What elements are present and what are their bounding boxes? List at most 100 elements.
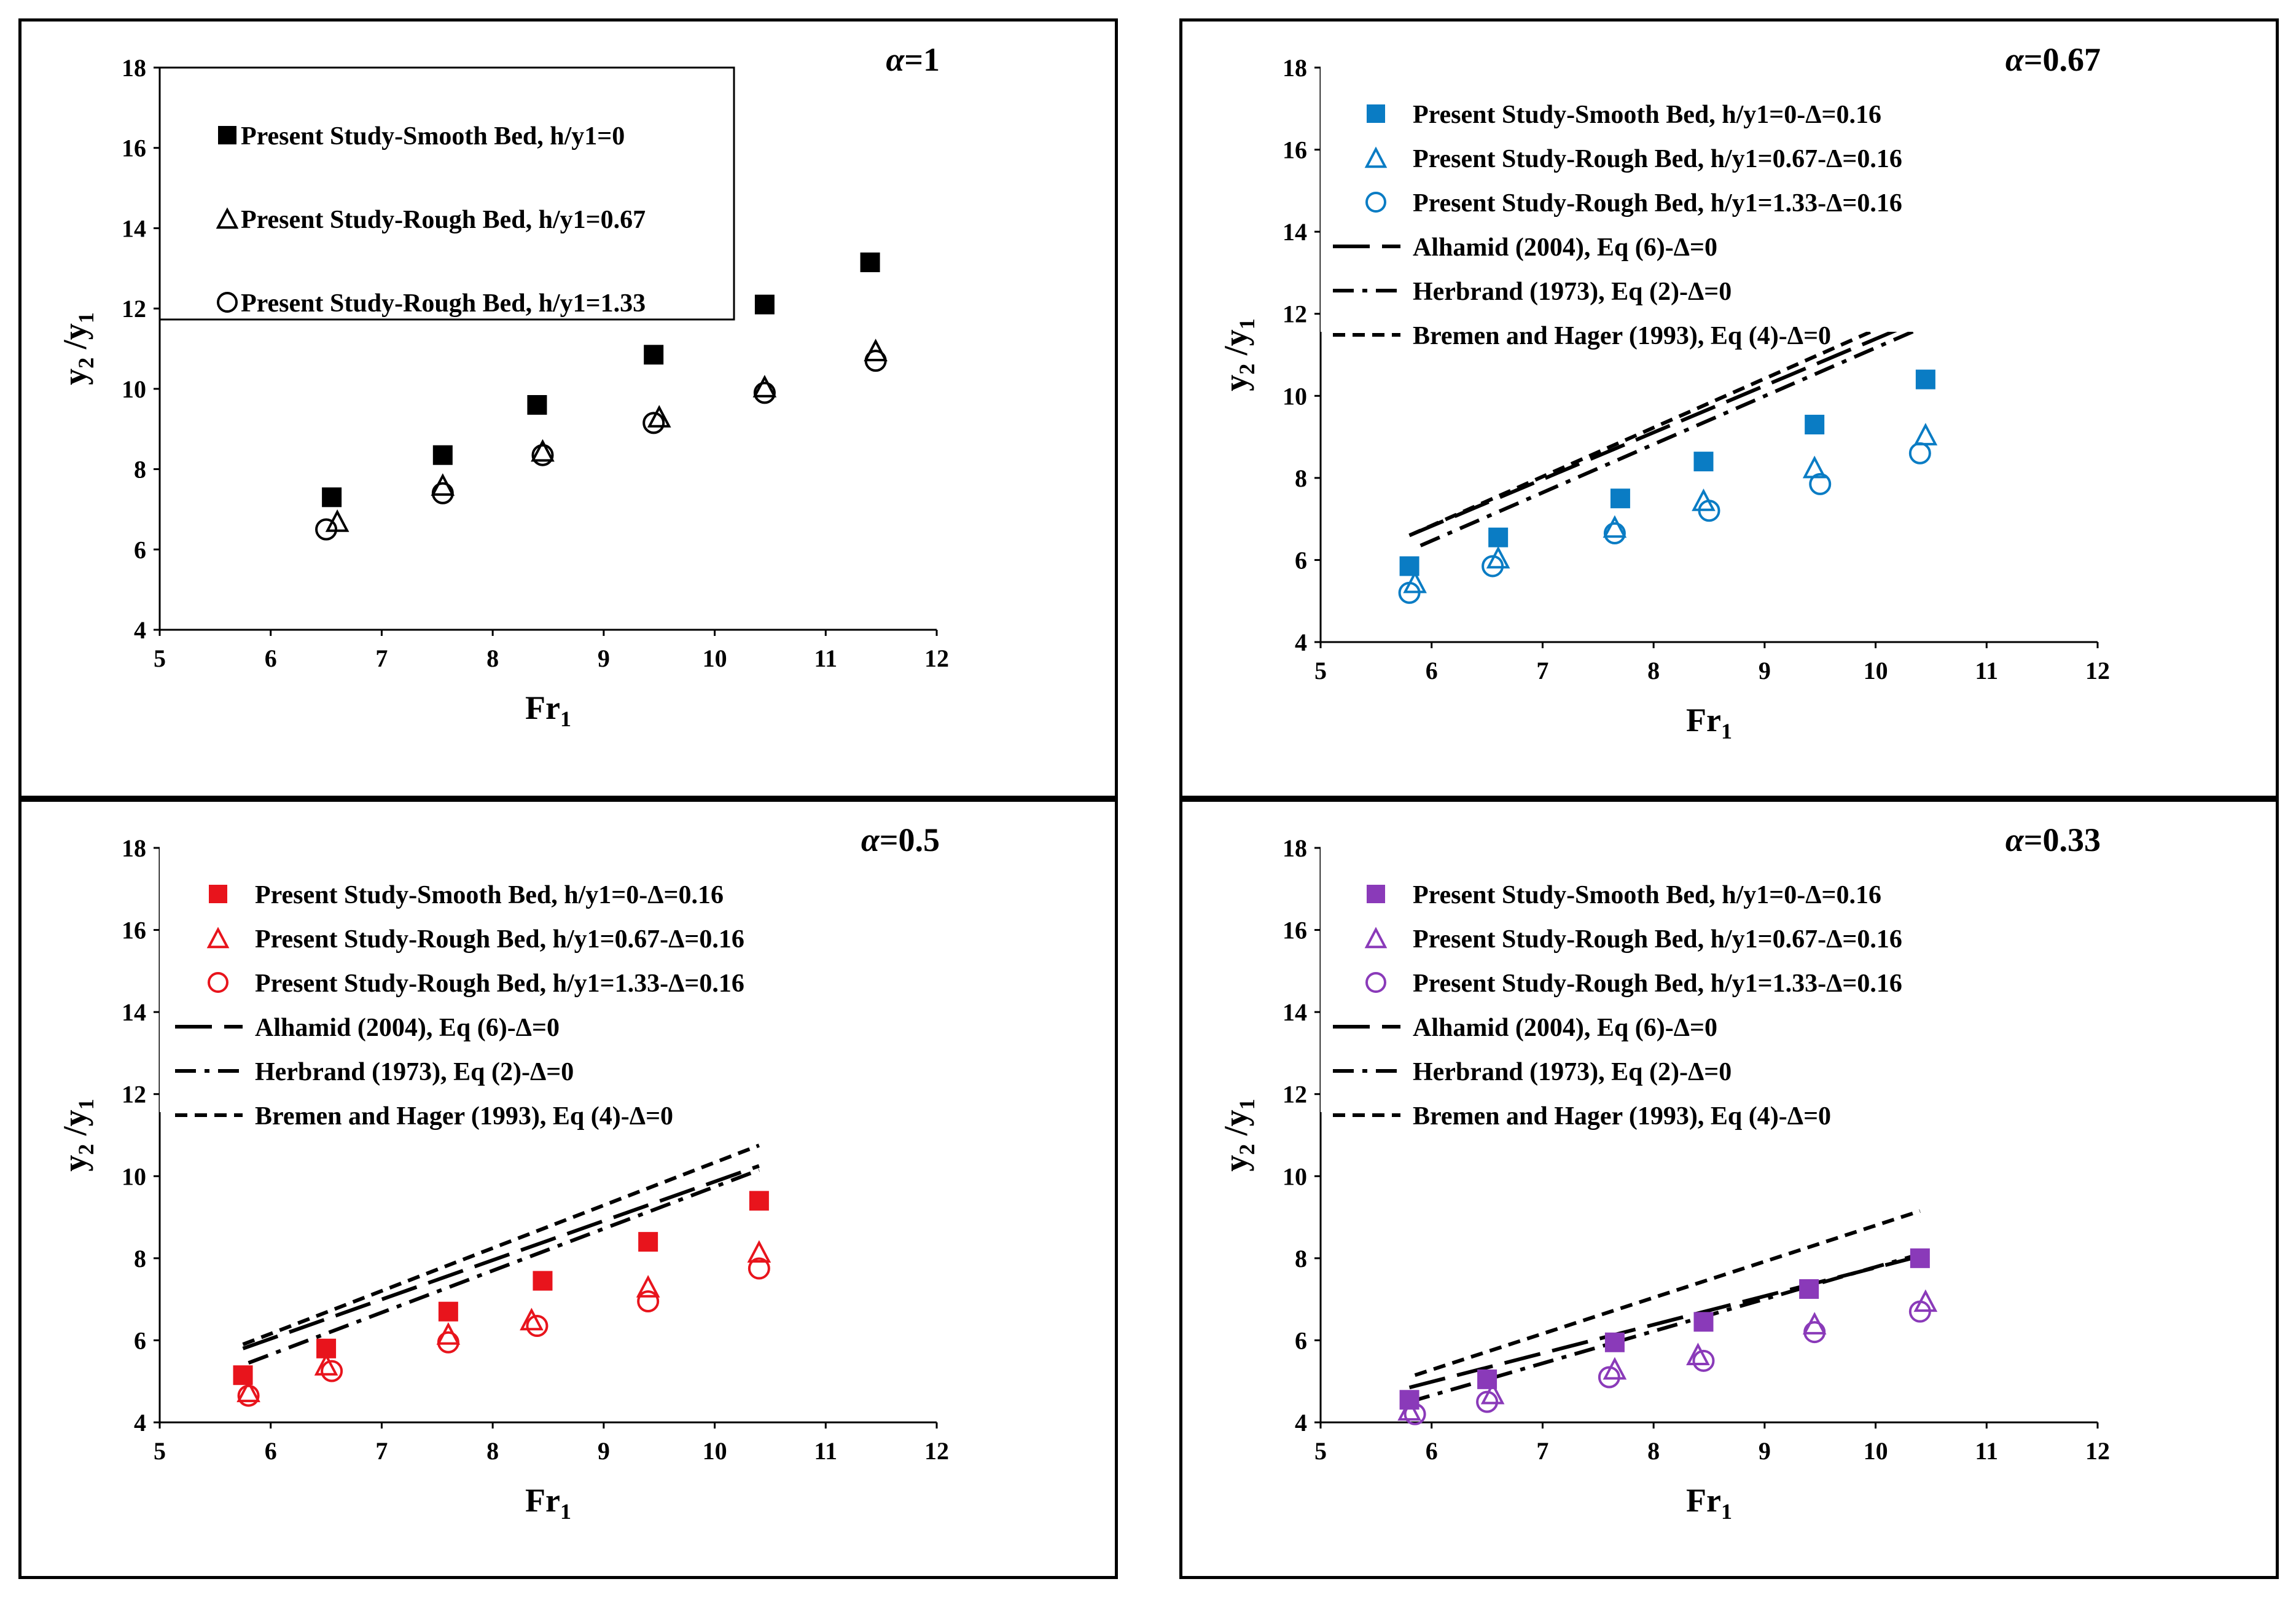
x-tick-label: 9 <box>1759 1437 1771 1465</box>
data-point-square <box>1910 1248 1930 1268</box>
x-tick-label: 7 <box>375 1437 388 1465</box>
legend-symbol-triangle <box>1364 927 1388 949</box>
y-tick-label: 10 <box>122 1162 146 1190</box>
y-tick-label: 18 <box>122 54 146 82</box>
x-axis-title: Fr1 <box>525 689 571 731</box>
x-tick-label: 9 <box>598 645 610 672</box>
legend-label: Present Study-Smooth Bed, h/y1=0-Δ=0.16 <box>1413 881 1881 909</box>
x-tick-label: 8 <box>486 1437 499 1465</box>
y-tick-label: 10 <box>1283 382 1307 410</box>
legend-label: Alhamid (2004), Eq (6)-Δ=0 <box>1413 233 1717 262</box>
y-tick-label: 8 <box>134 456 146 484</box>
series-line-long-dash <box>1408 1254 1921 1390</box>
data-point-triangle <box>752 375 777 398</box>
data-point-circle <box>1698 500 1720 522</box>
legend-label: Herbrand (1973), Eq (2)-Δ=0 <box>1413 1058 1732 1086</box>
legend-label: Present Study-Smooth Bed, h/y1=0-Δ=0.16 <box>255 881 724 909</box>
x-tick-label: 5 <box>1314 1437 1327 1465</box>
series-line-short-dash <box>1414 1209 1921 1378</box>
x-tick-label: 9 <box>1759 657 1771 684</box>
legend-label: Bremen and Hager (1993), Eq (4)-Δ=0 <box>1413 322 1831 350</box>
chart-panel-alpha-05: 4 6 8 10 12 14 16 18 5 6 7 8 9 10 11 12 Fr1 y2 /y1 α=0.5 Pr… <box>18 799 1118 1579</box>
data-point-triangle <box>1480 1381 1505 1405</box>
y-tick-label: 10 <box>122 375 146 403</box>
y-tick-label: 4 <box>1295 1409 1307 1437</box>
data-point-square <box>322 487 342 508</box>
data-point-circle <box>1692 1349 1715 1372</box>
series-triangle <box>1403 423 1938 594</box>
data-point-square <box>1693 1312 1714 1332</box>
x-tick-label: 11 <box>1975 1437 1998 1465</box>
legend-label: Herbrand (1973), Eq (2)-Δ=0 <box>255 1058 574 1086</box>
x-tick-label: 10 <box>1864 657 1888 684</box>
legend: Present Study-Smooth Bed, h/y1=0 Present … <box>158 66 735 321</box>
series-circle <box>1398 442 1931 604</box>
data-point-triangle <box>314 1353 338 1376</box>
legend-symbol-circle <box>217 292 238 313</box>
x-tick-label: 11 <box>814 645 837 672</box>
series-square <box>1399 369 1935 576</box>
legend-label: Alhamid (2004), Eq (6)-Δ=0 <box>255 1014 560 1042</box>
data-point-circle <box>1398 581 1421 604</box>
legend-label: Present Study-Rough Bed, h/y1=1.33-Δ=0.1… <box>255 970 744 998</box>
alpha-annotation: α=0.67 <box>2005 41 2101 78</box>
data-point-triangle <box>864 339 888 361</box>
x-tick-label: 6 <box>265 1437 277 1465</box>
data-point-square <box>754 294 775 315</box>
y-tick-label: 16 <box>1283 917 1307 944</box>
series-line-dash-dot <box>1419 324 1927 547</box>
legend-symbol-square <box>1367 885 1385 903</box>
chart-svg-alpha-1: 4 6 8 10 12 14 16 18 5 6 7 8 9 10 11 12 Fr1 y2 /y1 α=1 Pres… <box>57 41 949 731</box>
y-axis-title: y2 /y1 <box>1217 318 1259 391</box>
y-tick-label: 8 <box>1295 1245 1307 1272</box>
legend-box <box>1321 848 1941 1112</box>
y-tick-label: 14 <box>122 998 146 1026</box>
data-point-triangle <box>531 439 555 462</box>
y-tick-label: 16 <box>122 135 146 162</box>
legend-label: Alhamid (2004), Eq (6)-Δ=0 <box>1413 1014 1717 1042</box>
data-point-circle <box>531 444 554 466</box>
series-line-dash-dot <box>248 1168 760 1365</box>
legend-label: Present Study-Rough Bed, h/y1=0.67-Δ=0.1… <box>1413 925 1902 954</box>
x-tick-label: 5 <box>1314 657 1327 684</box>
data-point-triangle <box>1686 1342 1710 1366</box>
y-tick-label: 10 <box>1283 1162 1307 1190</box>
data-point-circle <box>1908 1300 1931 1323</box>
legend-label: Present Study-Rough Bed, h/y1=1.33 <box>241 289 646 318</box>
legend-symbol-square <box>209 885 227 903</box>
legend-label: Present Study-Rough Bed, h/y1=0.67 <box>241 206 646 234</box>
data-point-circle <box>1598 1366 1620 1389</box>
data-point-triangle <box>1397 1398 1421 1421</box>
alpha-annotation: α=0.33 <box>2005 821 2101 858</box>
alpha-annotation: α=1 <box>886 41 940 78</box>
x-axis-title: Fr1 <box>1686 1482 1732 1524</box>
x-tick-label: 6 <box>1426 657 1438 684</box>
x-tick-label: 12 <box>2085 657 2110 684</box>
x-tick-label: 5 <box>154 1437 166 1465</box>
x-tick-label: 11 <box>1975 657 1998 684</box>
y-tick-label: 6 <box>1295 546 1307 574</box>
data-point-square <box>233 1365 253 1386</box>
legend-label: Present Study-Rough Bed, h/y1=1.33-Δ=0.1… <box>1413 970 1902 998</box>
y-tick-label: 4 <box>134 616 146 644</box>
data-point-circle <box>1809 472 1832 495</box>
chart-svg-alpha-05: 4 6 8 10 12 14 16 18 5 6 7 8 9 10 11 12 Fr1 y2 /y1 α=0.5 Pr… <box>57 821 949 1524</box>
data-point-circle <box>1476 1390 1499 1413</box>
legend-label: Present Study-Rough Bed, h/y1=0.67-Δ=0.1… <box>255 925 744 954</box>
y-axis-title: y2 /y1 <box>1217 1099 1259 1172</box>
data-point-triangle <box>647 405 671 428</box>
data-point-circle <box>1603 522 1626 545</box>
legend-symbol-triangle <box>206 927 230 949</box>
legend-symbol-square <box>1367 104 1385 123</box>
x-tick-label: 5 <box>154 645 166 672</box>
legend-symbol-square <box>218 126 236 144</box>
data-point-square <box>1799 1279 1819 1299</box>
data-point-circle <box>437 1331 459 1354</box>
y-tick-label: 8 <box>134 1245 146 1272</box>
data-point-square <box>1915 369 1935 390</box>
x-tick-label: 12 <box>924 645 949 672</box>
x-tick-label: 8 <box>1647 657 1660 684</box>
chart-svg-alpha-067: 4 6 8 10 12 14 16 18 5 6 7 8 9 10 11 12 Fr1 y2 /y1 α=0.67 P… <box>1217 41 2110 743</box>
y-tick-label: 14 <box>1283 998 1307 1026</box>
y-tick-label: 8 <box>1295 464 1307 492</box>
